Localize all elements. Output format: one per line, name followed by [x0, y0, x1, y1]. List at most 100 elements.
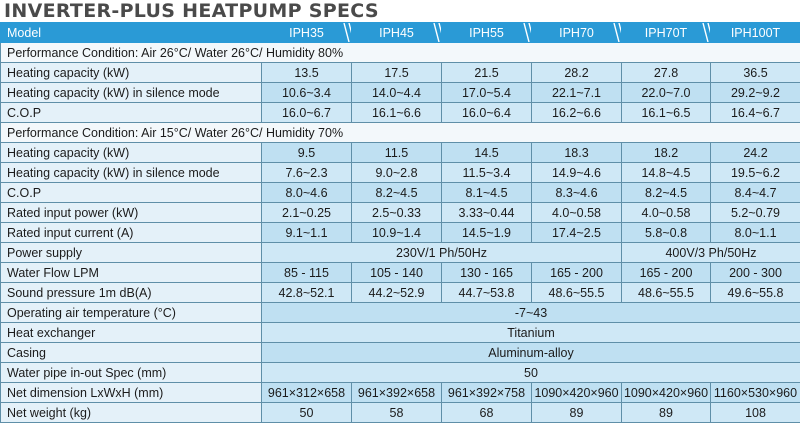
model-header-cell: IPH100T	[710, 22, 800, 43]
value-cell: 27.8	[621, 62, 711, 83]
value-cell: 105 - 140	[351, 262, 442, 283]
row-label: Heating capacity (kW)	[0, 62, 262, 83]
header-row: Model IPH35 IPH45 IPH55 IPH70 IPH70T IPH…	[0, 22, 800, 43]
value-cell: 200 - 300	[710, 262, 800, 283]
table-row: Operating air temperature (°C) -7~43	[0, 302, 800, 323]
value-cell-merged: 50	[261, 362, 800, 383]
row-label: Water pipe in-out Spec (mm)	[0, 362, 262, 383]
page-title: INVERTER-PLUS HEATPUMP SPECS	[4, 0, 379, 22]
value-cell: 4.0~0.58	[621, 202, 711, 223]
row-label: Net weight (kg)	[0, 402, 262, 423]
value-cell: 9.5	[261, 142, 352, 163]
value-cell: 9.0~2.8	[351, 162, 442, 183]
value-cell: 8.3~4.6	[531, 182, 622, 203]
value-cell-merged: Aluminum-alloy	[261, 342, 800, 363]
model-header-cell: IPH70	[531, 22, 622, 43]
value-cell-merged: Titanium	[261, 322, 800, 343]
specs-table: Model IPH35 IPH45 IPH55 IPH70 IPH70T IPH…	[0, 22, 800, 423]
table-row: Heating capacity (kW) 13.5 17.5 21.5 28.2 27.…	[0, 62, 800, 83]
table-row: C.O.P 8.0~4.6 8.2~4.5 8.1~4.5 8.3~4.6 8.2~4.5…	[0, 182, 800, 203]
table-row: Net weight (kg) 50 58 68 89 89 108	[0, 402, 800, 423]
model-header-cell: IPH45	[351, 22, 442, 43]
value-cell: 44.7~53.8	[441, 282, 532, 303]
row-label: Water Flow LPM	[0, 262, 262, 283]
value-cell: 1090×420×960	[531, 382, 622, 403]
value-cell: 22.1~7.1	[531, 82, 622, 103]
row-label: C.O.P	[0, 102, 262, 123]
value-cell: 16.1~6.6	[351, 102, 442, 123]
row-label: Casing	[0, 342, 262, 363]
value-cell-three-phase: 400V/3 Ph/50Hz	[621, 242, 800, 263]
value-cell: 16.2~6.6	[531, 102, 622, 123]
value-cell: 14.5	[441, 142, 532, 163]
value-cell: 36.5	[710, 62, 800, 83]
value-cell: 8.1~4.5	[441, 182, 532, 203]
row-label: Heating capacity (kW)	[0, 142, 262, 163]
value-cell: 58	[351, 402, 442, 423]
table-row: Rated input current (A) 9.1~1.1 10.9~1.4 14…	[0, 222, 800, 243]
value-cell-single-phase: 230V/1 Ph/50Hz	[261, 242, 622, 263]
value-cell: 8.2~4.5	[351, 182, 442, 203]
value-cell-merged: -7~43	[261, 302, 800, 323]
row-label: Heating capacity (kW) in silence mode	[0, 82, 262, 103]
value-cell: 9.1~1.1	[261, 222, 352, 243]
value-cell: 68	[441, 402, 532, 423]
value-cell: 17.5	[351, 62, 442, 83]
value-cell: 165 - 200	[531, 262, 622, 283]
value-cell: 16.0~6.7	[261, 102, 352, 123]
table-row: Heating capacity (kW) in silence mode 7.6…	[0, 162, 800, 183]
value-cell: 14.5~1.9	[441, 222, 532, 243]
value-cell: 16.4~6.7	[710, 102, 800, 123]
value-cell: 11.5	[351, 142, 442, 163]
value-cell: 44.2~52.9	[351, 282, 442, 303]
column-separator-icon	[702, 23, 710, 42]
value-cell: 8.0~1.1	[710, 222, 800, 243]
value-cell: 961×392×758	[441, 382, 532, 403]
value-cell: 108	[710, 402, 800, 423]
value-cell: 16.1~6.5	[621, 102, 711, 123]
value-cell: 8.4~4.7	[710, 182, 800, 203]
table-row: Water Flow LPM 85 - 115 105 - 140 130 - 165…	[0, 262, 800, 283]
section-row: Performance Condition: Air 26°C/ Water 2…	[0, 42, 800, 63]
row-label: C.O.P	[0, 182, 262, 203]
value-cell: 165 - 200	[621, 262, 711, 283]
model-header-cell: IPH70T	[621, 22, 711, 43]
table-row: Heating capacity (kW) 9.5 11.5 14.5 18.3 18.2…	[0, 142, 800, 163]
table-row: Heat exchanger Titanium	[0, 322, 800, 343]
row-label: Operating air temperature (°C)	[0, 302, 262, 323]
value-cell: 8.0~4.6	[261, 182, 352, 203]
model-header-cell: IPH55	[441, 22, 532, 43]
table-row: Power supply 230V/1 Ph/50Hz 400V/3 Ph/50Hz	[0, 242, 800, 263]
value-cell: 13.5	[261, 62, 352, 83]
value-cell: 1160×530×960	[710, 382, 800, 403]
table-row: Water pipe in-out Spec (mm) 50	[0, 362, 800, 383]
section-row: Performance Condition: Air 15°C/ Water 2…	[0, 122, 800, 143]
table-row: Net dimension LxWxH (mm) 961×312×658 961×3…	[0, 382, 800, 403]
value-cell: 21.5	[441, 62, 532, 83]
row-label: Heat exchanger	[0, 322, 262, 343]
section-heading: Performance Condition: Air 26°C/ Water 2…	[0, 42, 800, 63]
row-label: Heating capacity (kW) in silence mode	[0, 162, 262, 183]
value-cell: 4.0~0.58	[531, 202, 622, 223]
value-cell: 48.6~55.5	[531, 282, 622, 303]
value-cell: 8.2~4.5	[621, 182, 711, 203]
column-separator-icon	[523, 23, 531, 42]
table-row: C.O.P 16.0~6.7 16.1~6.6 16.0~6.4 16.2~6.6 16.…	[0, 102, 800, 123]
value-cell: 2.5~0.33	[351, 202, 442, 223]
value-cell: 10.9~1.4	[351, 222, 442, 243]
value-cell: 50	[261, 402, 352, 423]
value-cell: 89	[621, 402, 711, 423]
value-cell: 85 - 115	[261, 262, 352, 283]
value-cell: 1090×420×960	[621, 382, 711, 403]
value-cell: 22.0~7.0	[621, 82, 711, 103]
table-row: Sound pressure 1m dB(A) 42.8~52.1 44.2~52.…	[0, 282, 800, 303]
value-cell: 18.2	[621, 142, 711, 163]
column-separator-icon	[343, 23, 351, 42]
value-cell: 7.6~2.3	[261, 162, 352, 183]
value-cell: 17.0~5.4	[441, 82, 532, 103]
table-row: Rated input power (kW) 2.1~0.25 2.5~0.33 3.…	[0, 202, 800, 223]
value-cell: 961×392×658	[351, 382, 442, 403]
value-cell: 28.2	[531, 62, 622, 83]
value-cell: 3.33~0.44	[441, 202, 532, 223]
value-cell: 89	[531, 402, 622, 423]
